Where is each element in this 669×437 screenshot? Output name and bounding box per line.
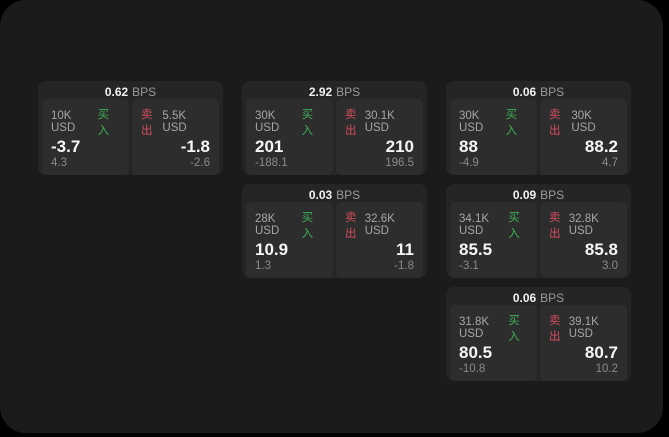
sell-delta: -1.8	[394, 259, 414, 272]
buy-delta: 4.3	[51, 156, 67, 169]
buy-panel[interactable]: 30K USD 买入 201 -188.1	[246, 99, 333, 175]
buy-size: 31.8K USD	[459, 316, 490, 340]
buy-panel[interactable]: 31.8K USD 买入 80.5 -10.8	[450, 305, 537, 381]
sell-price: -1.8	[180, 137, 210, 156]
sell-label: 卖出	[345, 212, 357, 240]
sell-size: 30K USD	[571, 110, 596, 134]
buy-size: 34.1K USD	[459, 213, 490, 237]
buy-delta: -188.1	[255, 156, 288, 169]
sell-size: 30.1K USD	[364, 110, 395, 134]
buy-label: 买入	[508, 212, 520, 240]
sell-delta: 4.7	[602, 156, 618, 169]
quote-card: 0.03 BPS 28K USD 买入 10.9 1.3 卖出 32.6K US…	[242, 184, 427, 278]
sell-size: 32.6K USD	[364, 213, 395, 237]
sell-size: 5.5K USD	[162, 110, 187, 134]
card-header: 0.09 BPS	[450, 188, 627, 202]
buy-label: 买入	[508, 315, 520, 343]
bid-ask-panels: 30K USD 买入 201 -188.1 卖出 30.1K USD 210 1…	[246, 99, 423, 175]
buy-delta: -4.9	[459, 156, 479, 169]
bps-value: 0.09	[512, 188, 537, 202]
sell-price: 11	[396, 240, 414, 259]
sell-delta: -2.6	[190, 156, 210, 169]
card-header: 0.62 BPS	[42, 85, 219, 99]
bps-unit-label: BPS	[336, 85, 361, 99]
buy-delta: 1.3	[255, 259, 271, 272]
buy-price: -3.7	[51, 137, 81, 156]
sell-label: 卖出	[141, 109, 153, 137]
sell-price: 80.7	[584, 343, 618, 362]
sell-label: 卖出	[345, 109, 357, 137]
buy-label: 买入	[505, 109, 518, 137]
sell-panel[interactable]: 卖出 30.1K USD 210 196.5	[336, 99, 423, 175]
sell-panel[interactable]: 卖出 32.6K USD 11 -1.8	[336, 202, 423, 278]
sell-panel[interactable]: 卖出 30K USD 88.2 4.7	[540, 99, 627, 175]
buy-size: 30K USD	[255, 110, 280, 134]
buy-size: 10K USD	[51, 110, 76, 134]
buy-price: 10.9	[255, 240, 289, 259]
quote-cards-grid: 0.62 BPS 10K USD 买入 -3.7 4.3 卖出 5.5K USD	[38, 81, 631, 381]
bps-value: 0.03	[308, 188, 333, 202]
sell-panel[interactable]: 卖出 39.1K USD 80.7 10.2	[540, 305, 627, 381]
bps-unit-label: BPS	[336, 188, 361, 202]
sell-delta: 10.2	[595, 362, 618, 375]
card-header: 0.06 BPS	[450, 291, 627, 305]
buy-label: 买入	[301, 109, 314, 137]
sell-label: 卖出	[549, 109, 561, 137]
sell-size: 32.8K USD	[568, 213, 599, 237]
quote-card: 0.06 BPS 31.8K USD 买入 80.5 -10.8 卖出 39.1…	[446, 287, 631, 381]
buy-panel[interactable]: 10K USD 买入 -3.7 4.3	[42, 99, 129, 175]
buy-price: 85.5	[459, 240, 493, 259]
card-header: 0.03 BPS	[246, 188, 423, 202]
buy-label: 买入	[97, 109, 110, 137]
sell-price: 210	[385, 137, 414, 156]
bid-ask-panels: 30K USD 买入 88 -4.9 卖出 30K USD 88.2 4.7	[450, 99, 627, 175]
buy-delta: -10.8	[459, 362, 486, 375]
bps-value: 2.92	[308, 85, 333, 99]
quote-card: 0.09 BPS 34.1K USD 买入 85.5 -3.1 卖出 32.8K…	[446, 184, 631, 278]
buy-label: 买入	[301, 212, 314, 240]
bps-unit-label: BPS	[540, 291, 565, 305]
bid-ask-panels: 31.8K USD 买入 80.5 -10.8 卖出 39.1K USD 80.…	[450, 305, 627, 381]
bid-ask-panels: 34.1K USD 买入 85.5 -3.1 卖出 32.8K USD 85.8…	[450, 202, 627, 278]
buy-panel[interactable]: 34.1K USD 买入 85.5 -3.1	[450, 202, 537, 278]
sell-panel[interactable]: 卖出 32.8K USD 85.8 3.0	[540, 202, 627, 278]
sell-delta: 3.0	[602, 259, 618, 272]
buy-size: 28K USD	[255, 213, 280, 237]
sell-label: 卖出	[549, 315, 561, 343]
quote-card: 2.92 BPS 30K USD 买入 201 -188.1 卖出 30.1K …	[242, 81, 427, 175]
quote-card: 0.06 BPS 30K USD 买入 88 -4.9 卖出 30K USD	[446, 81, 631, 175]
card-header: 2.92 BPS	[246, 85, 423, 99]
buy-panel[interactable]: 28K USD 买入 10.9 1.3	[246, 202, 333, 278]
buy-price: 80.5	[459, 343, 493, 362]
bid-ask-panels: 10K USD 买入 -3.7 4.3 卖出 5.5K USD -1.8 -2.…	[42, 99, 219, 175]
sell-price: 85.8	[584, 240, 618, 259]
bps-value: 0.62	[104, 85, 129, 99]
quote-card: 0.62 BPS 10K USD 买入 -3.7 4.3 卖出 5.5K USD	[38, 81, 223, 175]
sell-label: 卖出	[549, 212, 561, 240]
buy-delta: -3.1	[459, 259, 479, 272]
bps-unit-label: BPS	[540, 188, 565, 202]
buy-price: 201	[255, 137, 284, 156]
sell-delta: 196.5	[385, 156, 414, 169]
card-header: 0.06 BPS	[450, 85, 627, 99]
bps-unit-label: BPS	[132, 85, 157, 99]
bps-value: 0.06	[512, 85, 537, 99]
sell-price: 88.2	[584, 137, 618, 156]
buy-price: 88	[459, 137, 478, 156]
bps-unit-label: BPS	[540, 85, 565, 99]
buy-panel[interactable]: 30K USD 买入 88 -4.9	[450, 99, 537, 175]
bps-value: 0.06	[512, 291, 537, 305]
bid-ask-panels: 28K USD 买入 10.9 1.3 卖出 32.6K USD 11 -1.8	[246, 202, 423, 278]
buy-size: 30K USD	[459, 110, 484, 134]
sell-panel[interactable]: 卖出 5.5K USD -1.8 -2.6	[132, 99, 219, 175]
sell-size: 39.1K USD	[568, 316, 599, 340]
